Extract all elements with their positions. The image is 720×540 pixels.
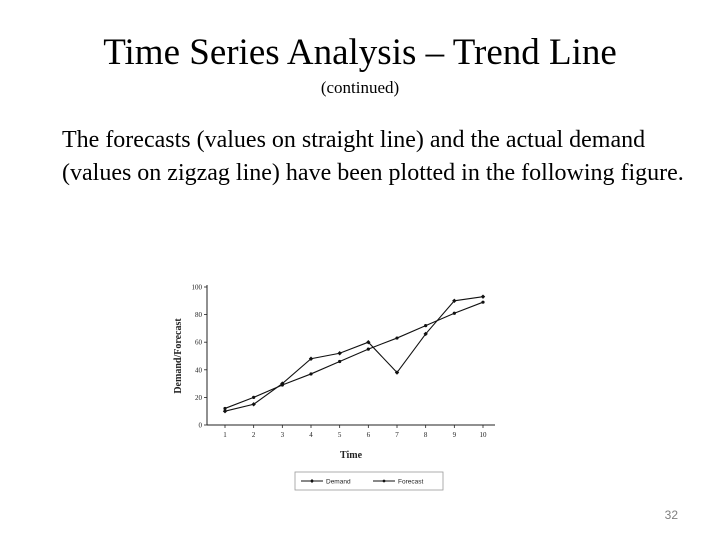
data-point-forecast (424, 324, 428, 328)
data-point-demand (394, 370, 400, 375)
slide-body-text: The forecasts (values on straight line) … (62, 127, 684, 186)
legend-box (294, 471, 444, 491)
data-point-forecast (481, 300, 485, 304)
x-tick-label: 10 (480, 431, 488, 439)
data-point-demand (251, 402, 256, 407)
data-point-forecast (366, 347, 370, 351)
demand-forecast-line-chart: 0 20 40 60 80 100 1 2 3 4 5 6 7 8 9 10 Time Demand/Foreca… (173, 284, 495, 491)
legend-marker (382, 479, 386, 483)
y-tick-label: 100 (192, 284, 203, 292)
data-point-forecast (223, 406, 227, 411)
data-point-forecast (252, 395, 256, 399)
y-tick-label: 80 (195, 311, 203, 319)
data-point-demand (222, 409, 228, 414)
data-point-demand (423, 331, 428, 337)
data-point-forecast (338, 359, 342, 364)
legend-label: Demand (326, 479, 351, 486)
page-number: 32 (664, 508, 678, 522)
chart-figure: 0 20 40 60 80 100 1 2 3 4 5 6 7 8 9 10 Time Demand/Foreca… (165, 275, 505, 500)
y-tick-label: 0 (199, 422, 203, 430)
y-axis-label: Demand/Forecast (173, 318, 184, 394)
series-line-demand (224, 296, 484, 412)
y-tick-label: 60 (195, 339, 203, 347)
x-tick-label: 7 (395, 431, 399, 439)
data-point-demand (366, 340, 371, 345)
x-tick-label: 6 (367, 431, 371, 439)
x-tick-label: 4 (309, 431, 313, 439)
data-point-demand (452, 298, 457, 303)
data-point-forecast (309, 372, 313, 376)
y-tick-label: 40 (195, 366, 203, 374)
x-axis-label: Time (340, 450, 363, 461)
data-point-demand (337, 351, 342, 356)
slide-subtitle: (continued) (320, 78, 400, 97)
x-tick-label: 8 (424, 431, 428, 439)
x-tick-label: 3 (281, 431, 285, 439)
x-tick-label: 9 (453, 431, 457, 439)
legend-label: Forecast (398, 479, 423, 486)
data-point-demand (308, 356, 314, 361)
slide-title: Time Series Analysis – Trend Line (103, 32, 617, 73)
data-point-forecast (395, 336, 399, 340)
x-tick-label: 1 (223, 431, 227, 439)
y-tick-label: 20 (195, 394, 203, 402)
series-line-forecast (224, 301, 484, 409)
data-point-forecast (280, 383, 284, 387)
legend-marker (310, 479, 314, 483)
data-point-forecast (452, 311, 456, 315)
x-tick-label: 2 (252, 431, 256, 439)
x-tick-label: 5 (338, 431, 342, 439)
data-point-demand (480, 294, 486, 299)
